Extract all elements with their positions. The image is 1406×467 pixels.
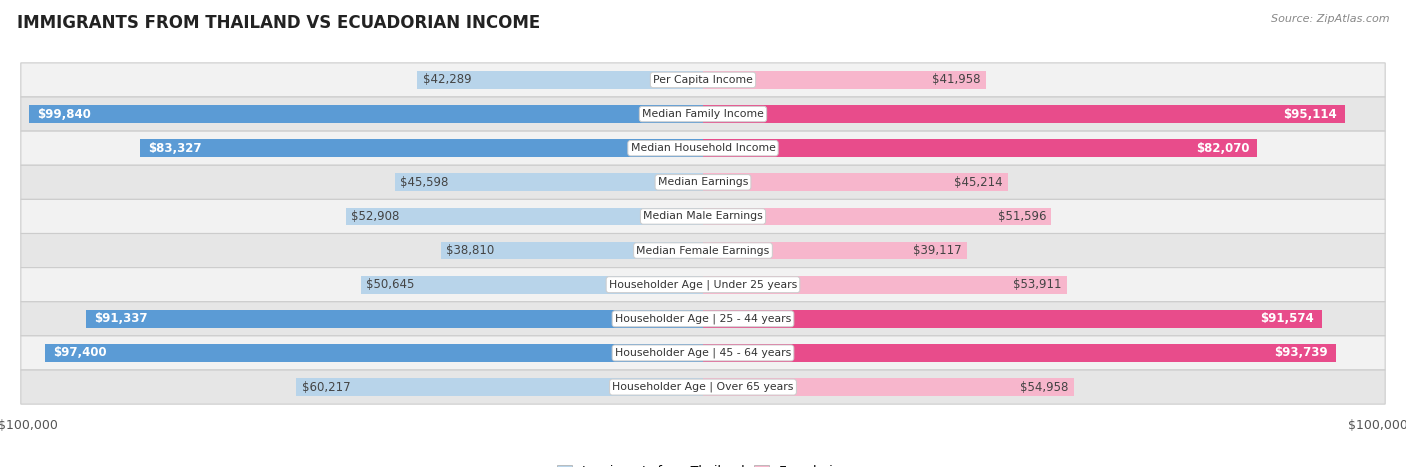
- Text: Median Male Earnings: Median Male Earnings: [643, 212, 763, 221]
- Bar: [297, 378, 703, 396]
- Bar: [703, 71, 987, 89]
- Text: $91,337: $91,337: [94, 312, 148, 325]
- Text: $51,596: $51,596: [998, 210, 1046, 223]
- FancyBboxPatch shape: [21, 268, 1385, 302]
- Text: Source: ZipAtlas.com: Source: ZipAtlas.com: [1271, 14, 1389, 24]
- Text: $39,117: $39,117: [912, 244, 962, 257]
- FancyBboxPatch shape: [21, 131, 1385, 165]
- Text: IMMIGRANTS FROM THAILAND VS ECUADORIAN INCOME: IMMIGRANTS FROM THAILAND VS ECUADORIAN I…: [17, 14, 540, 32]
- Text: $45,598: $45,598: [401, 176, 449, 189]
- Bar: [703, 173, 1008, 191]
- FancyBboxPatch shape: [21, 63, 1385, 97]
- Bar: [28, 105, 703, 123]
- Bar: [703, 242, 967, 260]
- FancyBboxPatch shape: [21, 165, 1385, 199]
- Text: $99,840: $99,840: [37, 107, 90, 120]
- FancyBboxPatch shape: [21, 302, 1385, 336]
- Bar: [346, 207, 703, 225]
- Text: Householder Age | Over 65 years: Householder Age | Over 65 years: [612, 382, 794, 392]
- Text: $54,958: $54,958: [1021, 381, 1069, 394]
- Bar: [703, 378, 1074, 396]
- Text: $50,645: $50,645: [367, 278, 415, 291]
- Text: $45,214: $45,214: [955, 176, 1002, 189]
- Text: $53,911: $53,911: [1014, 278, 1062, 291]
- Bar: [703, 276, 1067, 294]
- Text: $42,289: $42,289: [423, 73, 471, 86]
- FancyBboxPatch shape: [21, 199, 1385, 234]
- FancyBboxPatch shape: [21, 336, 1385, 370]
- Text: $82,070: $82,070: [1195, 142, 1249, 155]
- Bar: [86, 310, 703, 328]
- Text: Householder Age | 25 - 44 years: Householder Age | 25 - 44 years: [614, 313, 792, 324]
- Text: $83,327: $83,327: [148, 142, 202, 155]
- Bar: [703, 139, 1257, 157]
- Bar: [418, 71, 703, 89]
- Text: $97,400: $97,400: [53, 347, 107, 360]
- Text: $41,958: $41,958: [932, 73, 981, 86]
- Text: Median Household Income: Median Household Income: [630, 143, 776, 153]
- Text: Median Family Income: Median Family Income: [643, 109, 763, 119]
- FancyBboxPatch shape: [21, 97, 1385, 131]
- Text: $91,574: $91,574: [1260, 312, 1313, 325]
- Text: $38,810: $38,810: [446, 244, 495, 257]
- Legend: Immigrants from Thailand, Ecuadorian: Immigrants from Thailand, Ecuadorian: [551, 460, 855, 467]
- Bar: [141, 139, 703, 157]
- Bar: [45, 344, 703, 362]
- Text: $60,217: $60,217: [302, 381, 350, 394]
- Text: $95,114: $95,114: [1284, 107, 1337, 120]
- Text: Median Earnings: Median Earnings: [658, 177, 748, 187]
- FancyBboxPatch shape: [21, 370, 1385, 404]
- Text: Median Female Earnings: Median Female Earnings: [637, 246, 769, 255]
- Bar: [703, 105, 1346, 123]
- Text: $52,908: $52,908: [352, 210, 399, 223]
- Text: Householder Age | Under 25 years: Householder Age | Under 25 years: [609, 279, 797, 290]
- Text: $93,739: $93,739: [1274, 347, 1329, 360]
- Text: Per Capita Income: Per Capita Income: [652, 75, 754, 85]
- Text: Householder Age | 45 - 64 years: Householder Age | 45 - 64 years: [614, 348, 792, 358]
- Bar: [395, 173, 703, 191]
- Bar: [703, 310, 1322, 328]
- Bar: [441, 242, 703, 260]
- Bar: [361, 276, 703, 294]
- FancyBboxPatch shape: [21, 234, 1385, 268]
- Bar: [703, 207, 1052, 225]
- Bar: [703, 344, 1336, 362]
